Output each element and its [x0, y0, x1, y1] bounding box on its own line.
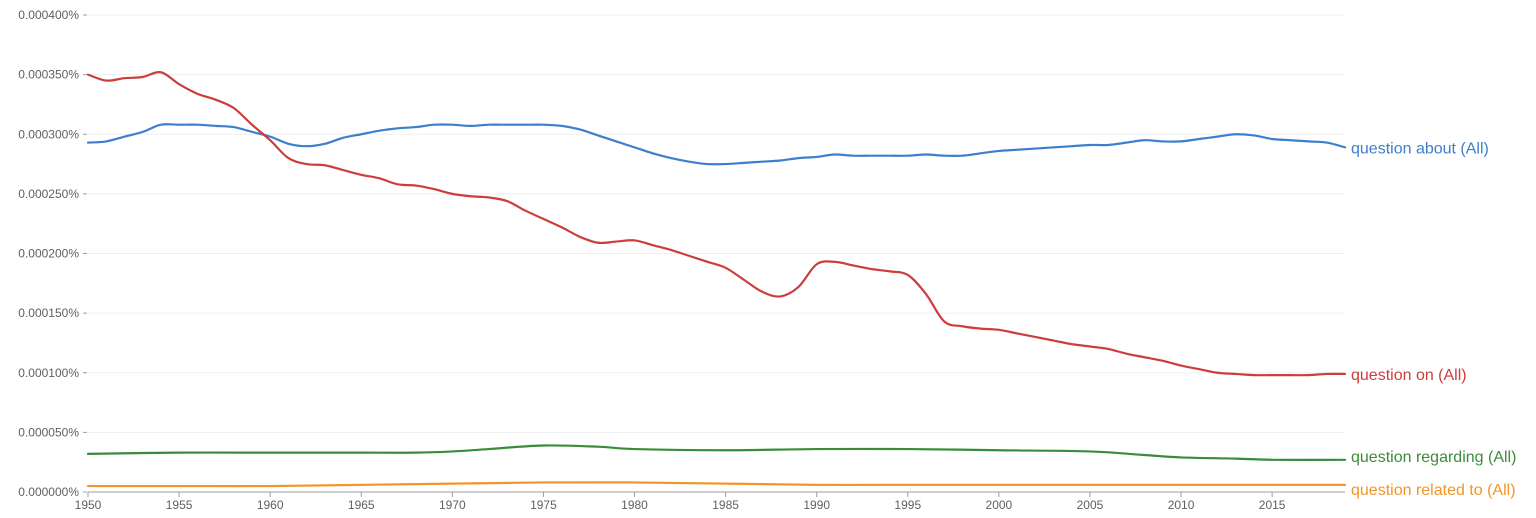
- series-label-3[interactable]: question regarding (All): [1351, 449, 1516, 466]
- x-tick-label: 1980: [621, 498, 648, 512]
- grid-layer: [88, 14, 1345, 433]
- series-layer: [86, 70, 1347, 488]
- series-label-2[interactable]: question on (All): [1351, 367, 1467, 384]
- y-tick-label: 0.000000%: [18, 485, 79, 499]
- y-tick-label: 0.000300%: [18, 127, 79, 141]
- y-tick-label: 0.000150%: [18, 306, 79, 320]
- series-label-1[interactable]: question about (All): [1351, 140, 1489, 157]
- y-tick-label: 0.000400%: [18, 8, 79, 22]
- series-line-4[interactable]: [86, 481, 1347, 488]
- series-line-3[interactable]: [86, 444, 1347, 461]
- y-tick-label: 0.000350%: [18, 68, 79, 82]
- x-tick-label: 1965: [348, 498, 375, 512]
- x-tick-label: 1970: [439, 498, 466, 512]
- x-tick-label: 1955: [166, 498, 193, 512]
- x-tick-label: 1950: [75, 498, 102, 512]
- x-tick-label: 1960: [257, 498, 284, 512]
- y-tick-label: 0.000050%: [18, 425, 79, 439]
- x-tick-label: 2015: [1259, 498, 1286, 512]
- y-tick-label: 0.000100%: [18, 366, 79, 380]
- series-label-4[interactable]: question related to (All): [1351, 482, 1516, 499]
- x-tick-label: 2005: [1077, 498, 1104, 512]
- x-tick-label: 2000: [986, 498, 1013, 512]
- series-label-layer: question about (All) question on (All) que…: [1351, 140, 1516, 498]
- x-tick-label: 2010: [1168, 498, 1195, 512]
- series-line-1[interactable]: [86, 123, 1347, 166]
- y-tick-label: 0.000200%: [18, 247, 79, 261]
- x-tick-label: 1995: [894, 498, 921, 512]
- series-line-2[interactable]: [86, 70, 1347, 377]
- x-tick-label: 1990: [803, 498, 830, 512]
- axis-layer: 0.000000% 0.000050% 0.000100% 0.000150% 0.00…: [18, 8, 1345, 512]
- x-tick-label: 1975: [530, 498, 557, 512]
- y-tick-label: 0.000250%: [18, 187, 79, 201]
- x-tick-label: 1985: [712, 498, 739, 512]
